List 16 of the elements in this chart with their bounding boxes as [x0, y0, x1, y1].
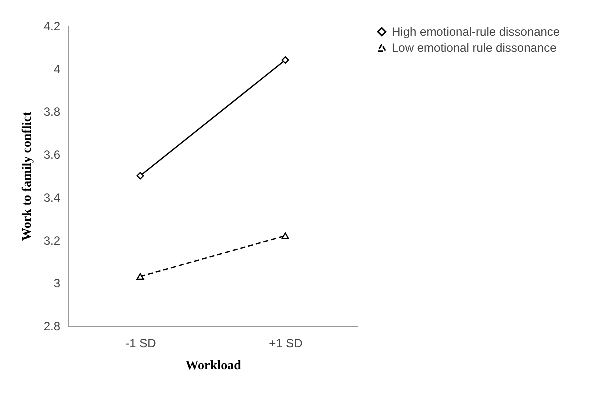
y-tick-label: 3.4 — [44, 190, 61, 205]
x-tick-label: +1 SD — [269, 336, 304, 350]
y-tick-label: 4 — [54, 62, 61, 76]
point — [282, 56, 290, 64]
legend-label: Low emotional rule dissonance — [392, 41, 558, 55]
x-axis-title: Workload — [186, 358, 242, 372]
y-tick-label: 3.8 — [44, 105, 61, 120]
y-tick-label: 4.2 — [44, 20, 61, 34]
y-tick-label: 2.8 — [44, 320, 61, 334]
point — [136, 172, 144, 180]
legend-label: High emotional-rule dissonance — [392, 25, 560, 39]
y-tick-label: 3.6 — [44, 148, 61, 162]
y-axis-title: Work to family conflict — [18, 111, 34, 241]
y-tick-label: 3.2 — [44, 234, 61, 248]
x-tick-label: -1 SD — [126, 336, 157, 350]
y-tick-label: 3 — [54, 276, 61, 291]
